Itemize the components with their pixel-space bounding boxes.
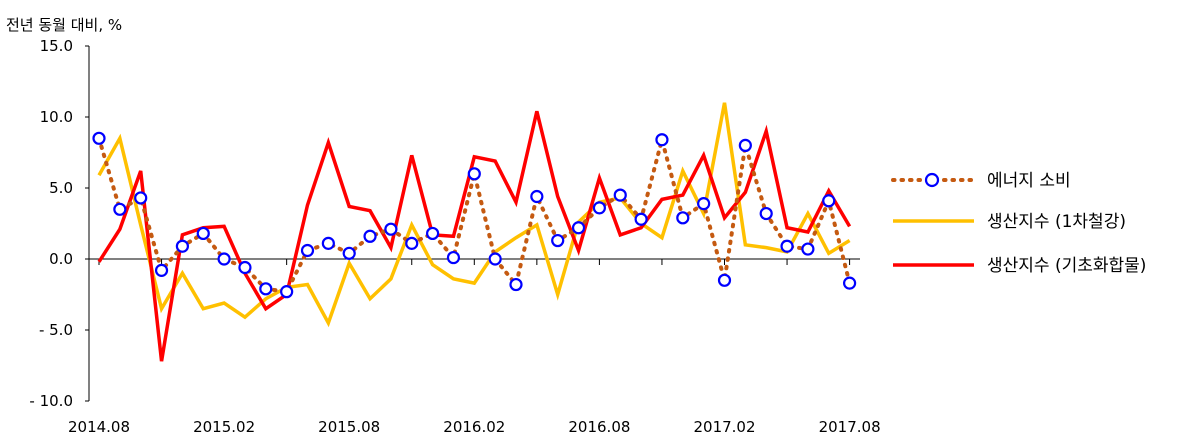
energy-data-point (842, 276, 857, 290)
legend-label-energy: 에너지 소비 (987, 171, 1071, 191)
energy-data-point (530, 189, 544, 204)
energy-data-point (571, 221, 586, 235)
legend-marker-energy (924, 172, 940, 188)
x-tick-label: 2017.08 (819, 418, 881, 436)
series-line-steel (97, 102, 851, 328)
energy-data-point (655, 133, 669, 147)
energy-data-point (676, 211, 690, 225)
energy-data-point (467, 167, 481, 181)
y-tick-label: - 5.0 (39, 321, 73, 339)
energy-data-point (488, 252, 502, 266)
energy-data-point (113, 202, 127, 216)
energy-data-point (780, 239, 794, 253)
energy-data-point (259, 282, 273, 296)
energy-data-point (446, 250, 461, 265)
energy-data-point (801, 242, 815, 256)
legend-item-steel: 생산지수 (1차철강) (893, 212, 1126, 232)
energy-data-point (738, 138, 752, 152)
legend: 에너지 소비 생산지수 (1차철강) 생산지수 (기초화합물) (891, 171, 1146, 276)
x-tick-label: 2017.02 (693, 418, 755, 436)
x-ticks: 2014.08 2015.02 2015.08 2016.02 2016.08 2017.… (68, 259, 881, 436)
energy-data-point (280, 285, 294, 299)
unit-label: 전년 동월 대비, % (6, 16, 122, 34)
energy-data-point (551, 233, 565, 248)
x-tick-label: 2015.02 (193, 418, 255, 436)
axes (88, 46, 860, 401)
energy-data-point (300, 243, 315, 258)
energy-data-point (384, 222, 398, 236)
energy-data-point (822, 194, 836, 208)
energy-data-point (592, 201, 607, 215)
energy-data-point (405, 236, 419, 250)
energy-data-point (509, 277, 523, 292)
energy-data-point (92, 131, 106, 145)
energy-data-point (759, 206, 773, 221)
energy-data-point (321, 236, 335, 250)
energy-data-point (342, 246, 356, 260)
y-tick-label: - 10.0 (29, 392, 73, 410)
series-line-chemical (97, 110, 852, 362)
plot-series (92, 102, 857, 362)
energy-data-point (613, 188, 627, 202)
energy-data-point (154, 263, 169, 277)
energy-data-point (238, 260, 252, 275)
y-tick-label: 5.0 (49, 179, 73, 197)
energy-data-point (697, 197, 711, 211)
energy-data-point (363, 229, 377, 243)
y-ticks: 15.0 10.0 5.0 0.0 - 5.0 - 10.0 (29, 37, 89, 410)
legend-item-chemical: 생산지수 (기초화합물) (893, 256, 1146, 276)
y-tick-label: 0.0 (49, 250, 73, 268)
x-tick-label: 2016.08 (568, 418, 630, 436)
y-tick-label: 10.0 (40, 108, 73, 126)
energy-data-point (134, 191, 148, 205)
legend-item-energy: 에너지 소비 (891, 171, 1071, 191)
energy-data-point (175, 239, 189, 253)
legend-label-steel: 생산지수 (1차철강) (987, 212, 1126, 232)
legend-label-chemical: 생산지수 (기초화합물) (987, 256, 1146, 276)
x-tick-label: 2015.08 (318, 418, 380, 436)
energy-data-point (196, 226, 210, 241)
x-tick-label: 2014.08 (68, 418, 130, 436)
y-tick-label: 15.0 (40, 37, 73, 55)
energy-data-point (634, 212, 648, 226)
energy-data-point (717, 273, 732, 287)
energy-data-point (426, 226, 440, 241)
energy-data-point (217, 252, 231, 266)
x-tick-label: 2016.02 (443, 418, 505, 436)
